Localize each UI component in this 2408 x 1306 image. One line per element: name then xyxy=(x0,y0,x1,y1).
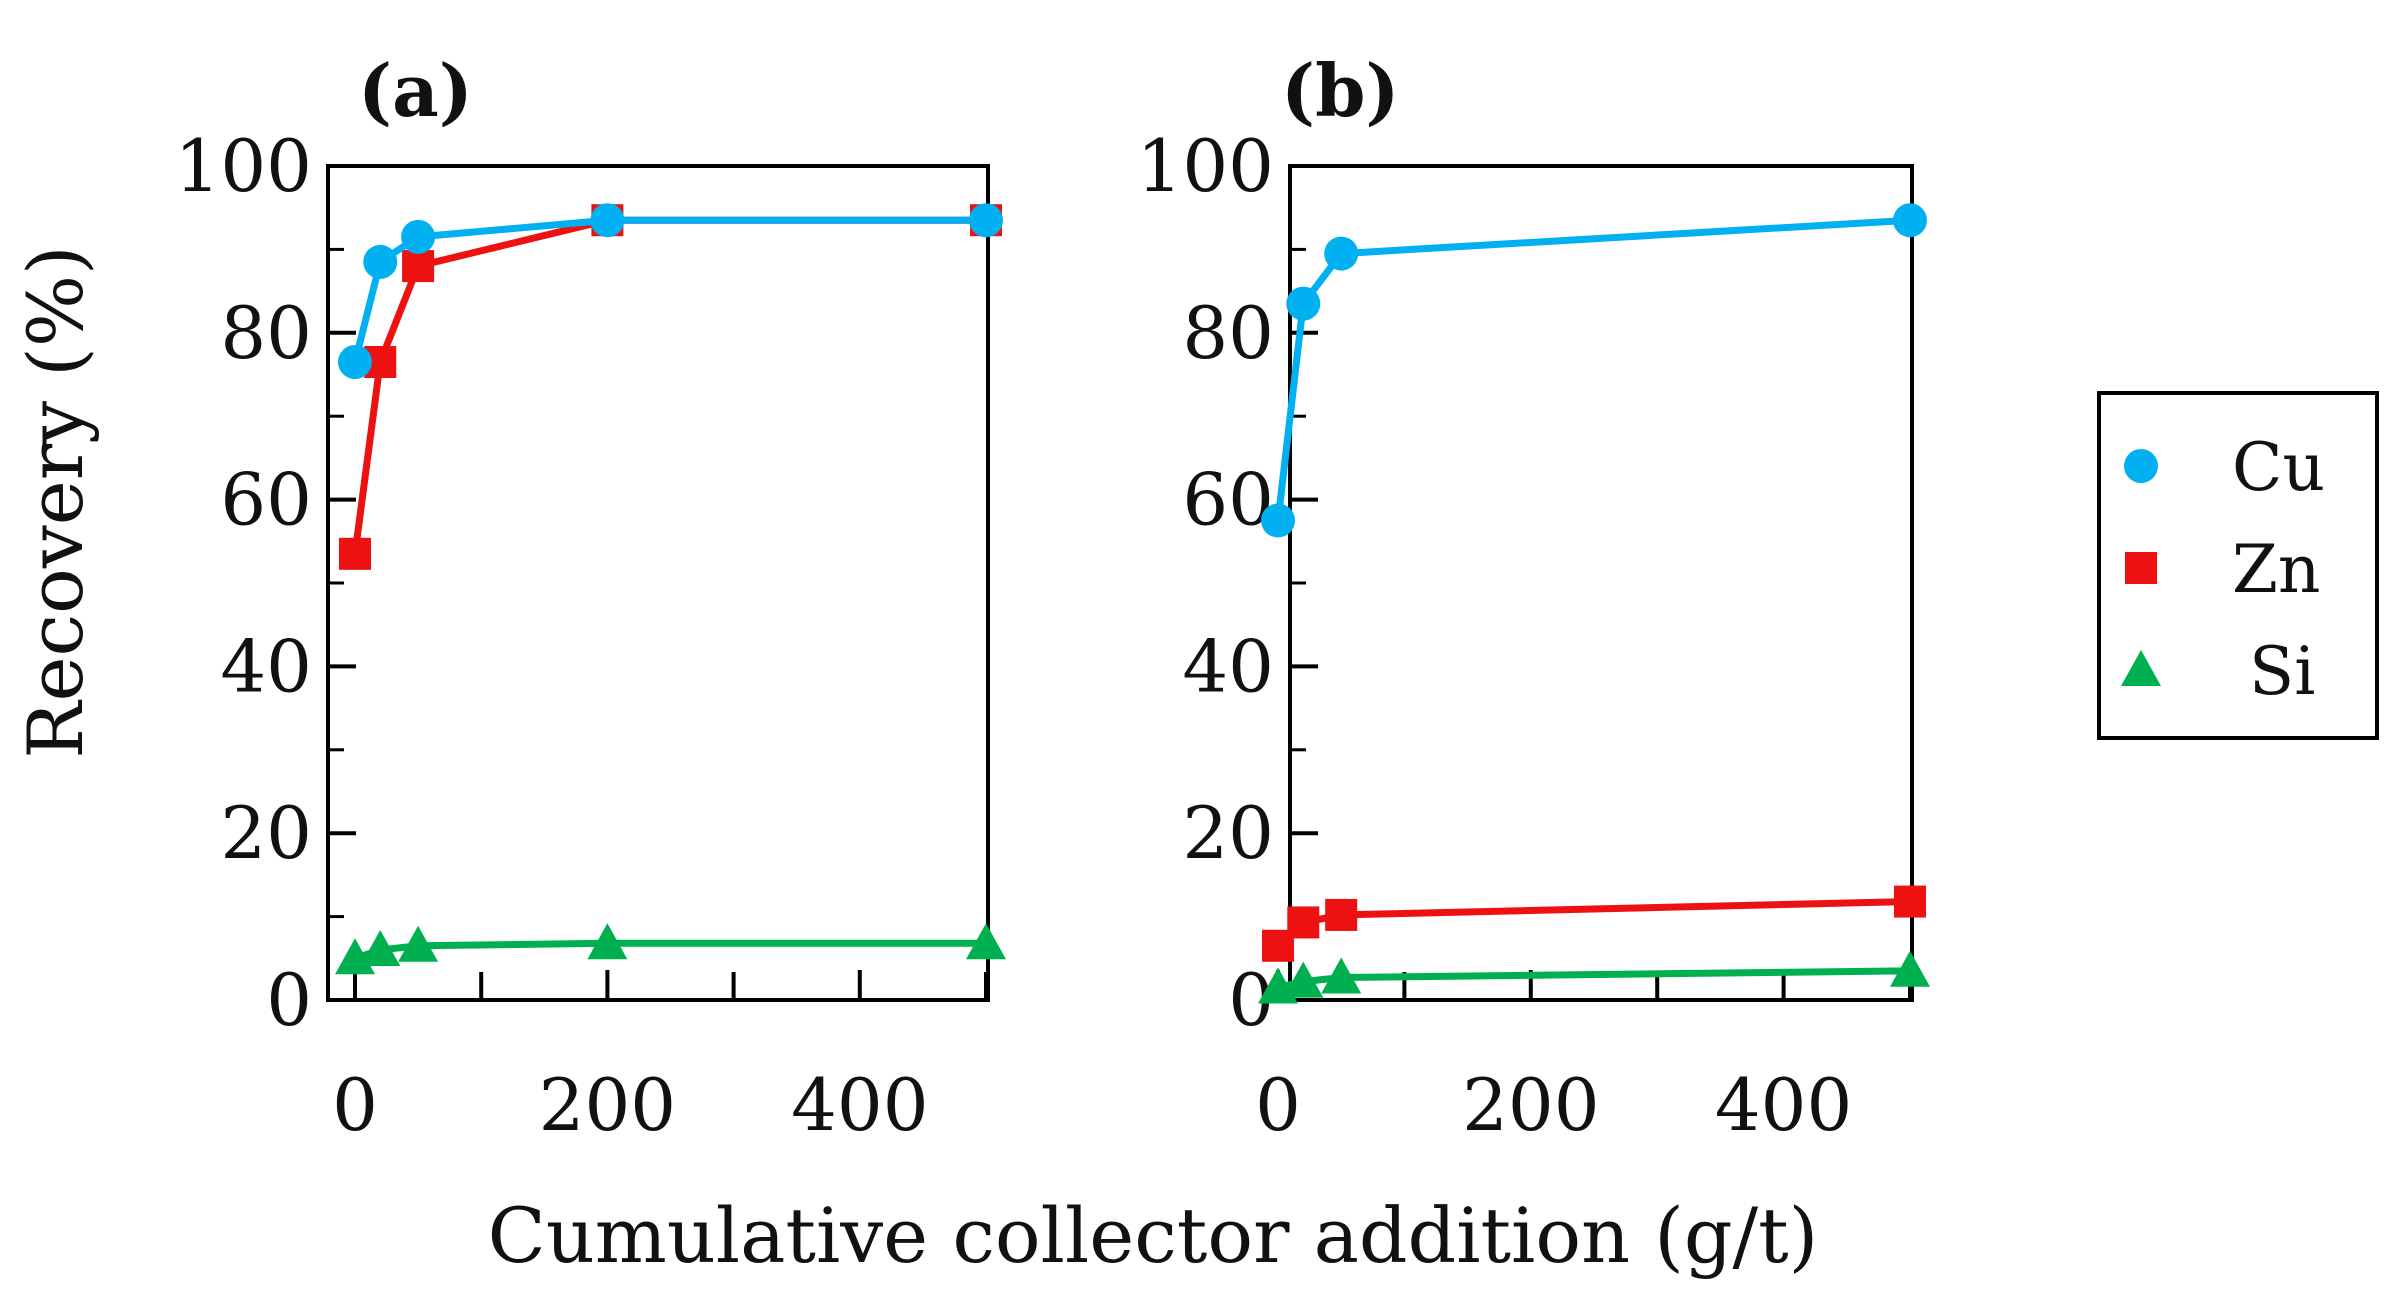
series-si xyxy=(1258,950,1930,1004)
y-tick-label: 60 xyxy=(1182,458,1274,542)
series-si xyxy=(335,923,1006,975)
legend: Cu Zn Si xyxy=(2097,391,2379,740)
series-cu xyxy=(1261,203,1927,538)
series-line-zn xyxy=(351,216,986,555)
data-point-zn xyxy=(1894,885,1926,918)
y-tick-label: 20 xyxy=(220,791,312,875)
legend-marker-zn xyxy=(2125,552,2157,584)
y-tick-label: 0 xyxy=(266,958,312,1042)
series-line-cu xyxy=(1274,216,1911,521)
x-tick-label: 0 xyxy=(1255,1063,1301,1147)
panel-label: (a) xyxy=(358,48,473,133)
series-line-si xyxy=(353,939,986,962)
data-point-cu xyxy=(1893,203,1927,238)
data-point-cu xyxy=(401,219,436,254)
legend-marker-si xyxy=(2121,650,2161,686)
panel-label: (b) xyxy=(1281,48,1399,133)
data-point-zn xyxy=(402,250,435,283)
plot-frame xyxy=(1288,164,1914,1002)
data-point-cu xyxy=(1286,286,1321,321)
legend-label-zn: Zn xyxy=(2232,531,2320,608)
data-point-cu xyxy=(1261,503,1295,538)
y-tick-label: 100 xyxy=(175,124,312,208)
data-point-si xyxy=(1321,957,1362,994)
data-point-cu xyxy=(590,203,625,238)
data-point-cu xyxy=(969,203,1003,238)
data-point-si xyxy=(1283,961,1324,998)
x-tick-label: 400 xyxy=(791,1063,928,1147)
y-tick-label: 80 xyxy=(1182,291,1274,375)
data-point-zn xyxy=(1325,898,1358,931)
y-axis-title: Recovery (%) xyxy=(11,245,100,758)
data-point-zn xyxy=(1287,906,1320,939)
y-tick-label: 60 xyxy=(220,458,312,542)
legend-marker-cu xyxy=(2124,449,2158,483)
series-line-zn xyxy=(1275,898,1911,949)
y-tick-label: 40 xyxy=(1182,624,1274,708)
data-point-si xyxy=(360,929,401,966)
data-point-cu xyxy=(363,244,398,279)
y-tick-label: 20 xyxy=(1182,791,1274,875)
data-point-si xyxy=(587,923,628,960)
x-tick-label: 200 xyxy=(539,1063,676,1147)
y-tick-label: 100 xyxy=(1137,124,1274,208)
data-point-si xyxy=(966,923,1006,960)
data-point-cu xyxy=(1324,236,1359,271)
series-line-si xyxy=(1277,967,1911,991)
series-zn xyxy=(1262,885,1926,962)
panel-a: 0 20 40 60 80 100 0 200 400 (a) xyxy=(175,48,1006,1147)
x-axis-title: Cumulative collector addition (g/t) xyxy=(488,1191,1819,1280)
series-cu xyxy=(338,203,1003,379)
data-point-si xyxy=(1890,950,1930,987)
data-point-cu xyxy=(338,344,372,379)
data-point-si xyxy=(398,925,439,962)
x-tick-label: 200 xyxy=(1462,1063,1599,1147)
plot-frame xyxy=(326,164,990,1002)
series-zn xyxy=(339,204,1002,570)
legend-label-si: Si xyxy=(2249,633,2315,710)
series-line-cu xyxy=(351,216,986,363)
legend-label-cu: Cu xyxy=(2232,429,2325,506)
y-tick-label: 40 xyxy=(220,624,312,708)
x-tick-label: 400 xyxy=(1715,1063,1852,1147)
data-point-zn xyxy=(339,537,371,570)
x-tick-label: 0 xyxy=(332,1063,378,1147)
y-tick-label: 80 xyxy=(220,291,312,375)
